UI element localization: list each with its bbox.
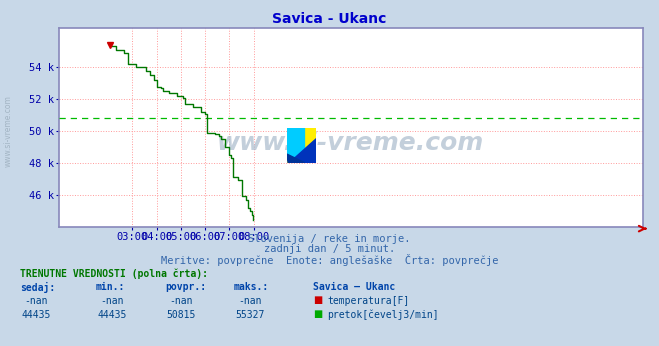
Text: TRENUTNE VREDNOSTI (polna črta):: TRENUTNE VREDNOSTI (polna črta): [20,268,208,279]
Text: www.si-vreme.com: www.si-vreme.com [217,131,484,155]
Text: 44435: 44435 [22,310,51,320]
Text: -nan: -nan [24,296,48,306]
Text: pretok[čevelj3/min]: pretok[čevelj3/min] [328,310,439,320]
Text: Meritve: povprečne  Enote: anglešaške  Črta: povprečje: Meritve: povprečne Enote: anglešaške Črt… [161,254,498,266]
Text: temperatura[F]: temperatura[F] [328,296,410,306]
Text: 44435: 44435 [98,310,127,320]
Text: Savica – Ukanc: Savica – Ukanc [313,282,395,292]
Text: min.:: min.: [96,282,125,292]
Polygon shape [288,138,316,163]
Text: povpr.:: povpr.: [165,282,206,292]
Text: -nan: -nan [100,296,124,306]
Text: 55327: 55327 [236,310,265,320]
Text: www.si-vreme.com: www.si-vreme.com [3,95,13,167]
Text: ■: ■ [313,295,322,305]
Text: sedaj:: sedaj: [20,282,55,293]
Text: zadnji dan / 5 minut.: zadnji dan / 5 minut. [264,244,395,254]
Polygon shape [287,128,304,163]
Text: ■: ■ [313,309,322,319]
Text: 50815: 50815 [167,310,196,320]
Text: -nan: -nan [169,296,193,306]
Text: Slovenija / reke in morje.: Slovenija / reke in morje. [248,234,411,244]
Polygon shape [287,128,304,154]
Text: -nan: -nan [239,296,262,306]
Text: Savica - Ukanc: Savica - Ukanc [272,12,387,26]
Polygon shape [287,154,304,163]
Text: maks.:: maks.: [234,282,269,292]
